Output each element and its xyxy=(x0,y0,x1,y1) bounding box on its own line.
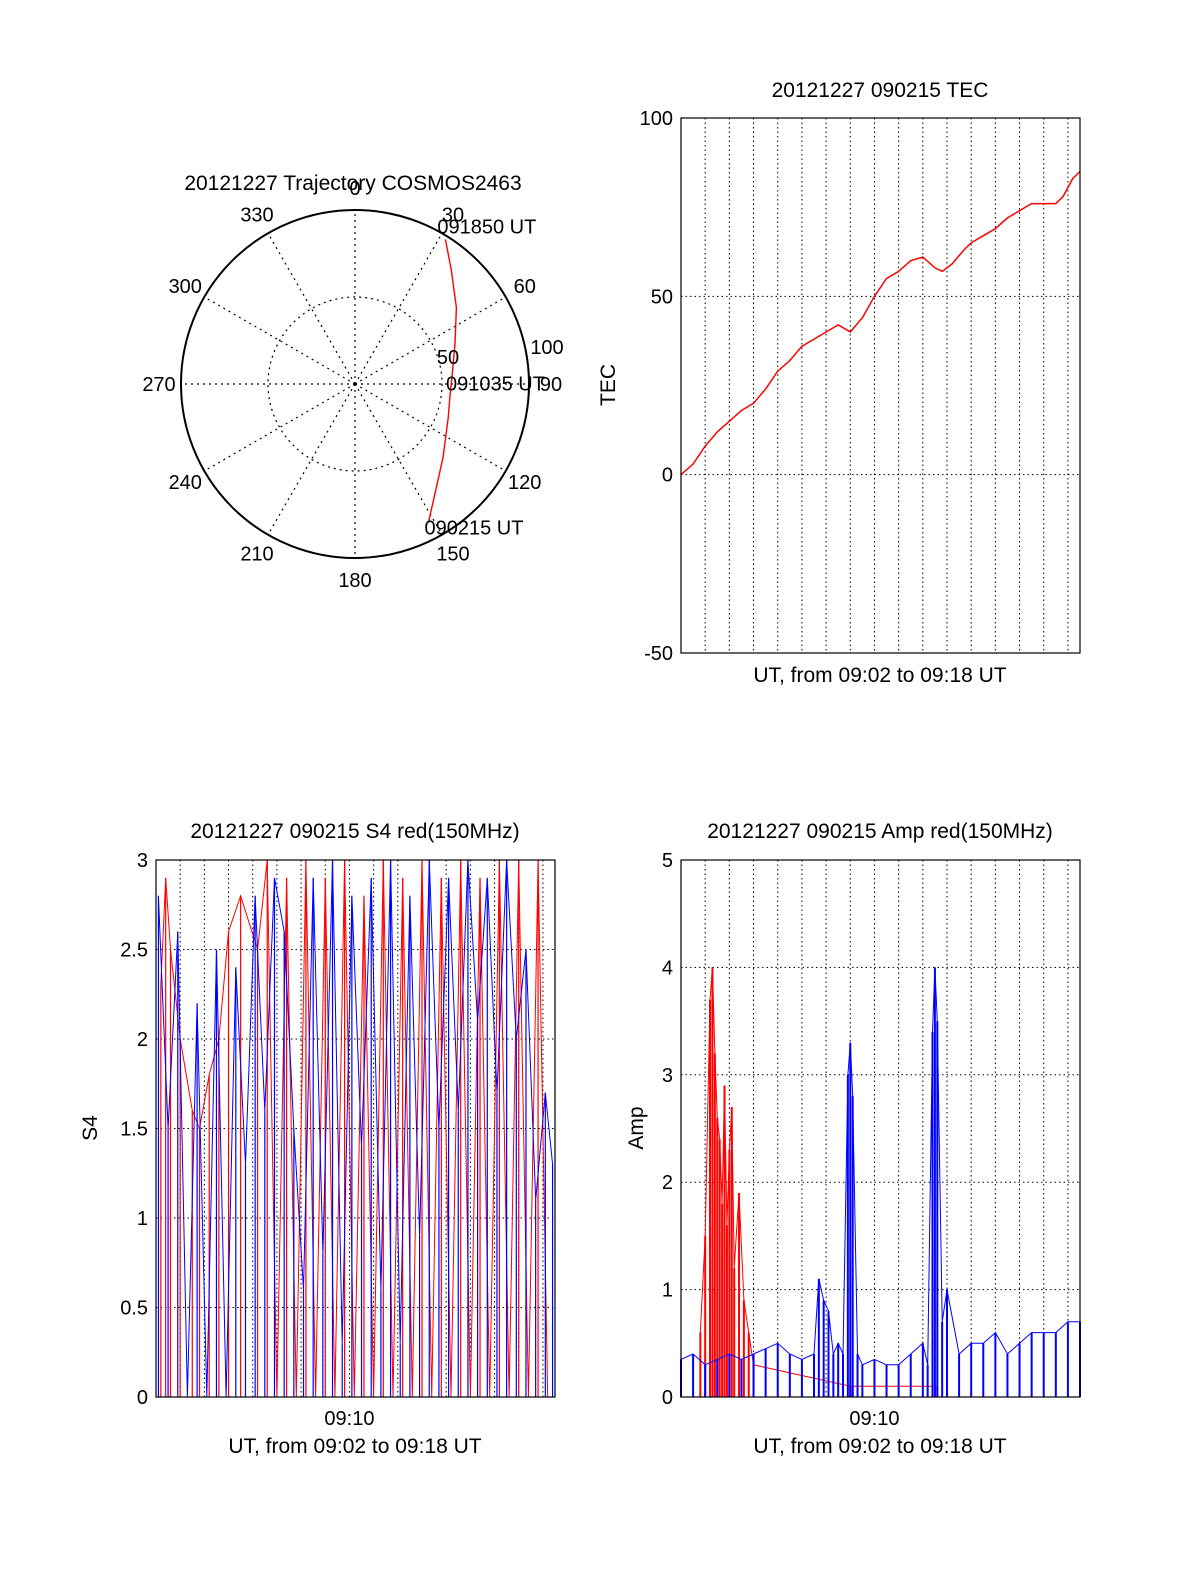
polar-grid-spoke xyxy=(354,383,506,472)
amp-chart: 20121227 090215 Amp red(150MHz) UT, from… xyxy=(625,820,1081,1458)
polar-grid-spoke xyxy=(267,233,356,385)
x-tick-label: 09:10 xyxy=(849,1408,899,1430)
y-tick-label: 0 xyxy=(137,1387,148,1409)
polar-azimuth-label: 240 xyxy=(169,472,202,494)
y-tick-label: 100 xyxy=(640,108,673,130)
s4-plot-area: 0 0.5 1 1.5 2 2.5 3 09:10 xyxy=(120,850,556,1430)
y-tick-label: 3 xyxy=(137,850,148,872)
polar-azimuth-label: 150 xyxy=(436,544,469,566)
polar-grid-spoke xyxy=(354,383,443,535)
y-tick-label: 1 xyxy=(137,1208,148,1230)
s4-chart: 20121227 090215 S4 red(150MHz) UT, from … xyxy=(79,820,556,1458)
polar-outer-circle xyxy=(180,209,530,559)
y-tick-label: 50 xyxy=(651,286,673,308)
y-tick-label: 1.5 xyxy=(120,1119,148,1141)
polar-azimuth-label: 300 xyxy=(169,276,202,298)
polar-grid-spoke xyxy=(204,383,356,472)
polar-labels: 0 30 60 90 120 150 180 210 240 270 300 330 50 100 0902… xyxy=(142,178,563,592)
plot-frame xyxy=(680,859,1081,1398)
polar-azimuth-label: 270 xyxy=(142,374,175,396)
polar-azimuth-label: 210 xyxy=(240,544,273,566)
polar-azimuth-label: 120 xyxy=(508,472,541,494)
tec-xlabel: UT, from 09:02 to 09:18 UT xyxy=(753,664,1006,687)
polar-radial-label: 100 xyxy=(530,337,563,359)
polar-grid-spoke xyxy=(267,383,356,535)
plot-frame xyxy=(680,117,1081,654)
x-tick-label: 09:10 xyxy=(324,1408,374,1430)
polar-time-annotation: 090215 UT xyxy=(425,517,524,539)
polar-title: 20121227 Trajectory COSMOS2463 xyxy=(184,172,521,195)
tec-plot-area: -50 0 50 100 xyxy=(640,108,1081,665)
tec-title: 20121227 090215 TEC xyxy=(772,79,989,102)
polar-time-annotation: 091035 UT xyxy=(446,374,545,396)
y-tick-label: 1 xyxy=(662,1280,673,1302)
y-tick-label: 3 xyxy=(662,1065,673,1087)
polar-azimuth-label: 330 xyxy=(240,204,273,226)
polar-grid-circle xyxy=(267,296,443,472)
polar-grid-spoke xyxy=(354,233,443,385)
polar-series xyxy=(427,239,458,523)
amp-xlabel: UT, from 09:02 to 09:18 UT xyxy=(753,1435,1006,1458)
polar-grid-spoke xyxy=(354,296,506,385)
polar-radial-label: 50 xyxy=(437,347,459,369)
polar-grid xyxy=(180,209,530,559)
s4-title: 20121227 090215 S4 red(150MHz) xyxy=(190,820,519,843)
amp-plot-area: 0 1 2 3 4 5 09:10 xyxy=(662,850,1081,1430)
polar-azimuth-label: 30 xyxy=(442,204,464,226)
amp-ylabel: Amp xyxy=(625,1106,648,1149)
y-tick-label: 0 xyxy=(662,1387,673,1409)
polar-azimuth-label: 0 xyxy=(349,178,360,200)
y-tick-label: 2 xyxy=(662,1172,673,1194)
polar-time-annotation: 091850 UT xyxy=(437,216,536,238)
blue-series-line xyxy=(680,967,1080,1366)
y-tick-label: 4 xyxy=(662,957,673,979)
y-tick-label: 5 xyxy=(662,850,673,872)
y-tick-label: -50 xyxy=(644,643,673,665)
s4-xlabel: UT, from 09:02 to 09:18 UT xyxy=(228,1435,481,1458)
amp-title: 20121227 090215 Amp red(150MHz) xyxy=(707,820,1053,843)
s4-ylabel: S4 xyxy=(79,1115,102,1141)
y-tick-label: 2.5 xyxy=(120,940,148,962)
polar-azimuth-label: 90 xyxy=(540,374,562,396)
polar-trajectory-chart: 20121227 Trajectory COSMOS2463 0 30 60 90 12… xyxy=(142,172,563,592)
plot-frame xyxy=(155,859,556,1398)
tec-ylabel: TEC xyxy=(597,364,620,406)
polar-grid-spoke xyxy=(204,296,356,385)
y-tick-label: 2 xyxy=(137,1029,148,1051)
tec-chart: 20121227 090215 TEC UT, from 09:02 to 09… xyxy=(597,79,1081,687)
polar-azimuth-label: 180 xyxy=(338,570,371,592)
y-tick-label: 0.5 xyxy=(120,1298,148,1320)
y-tick-label: 0 xyxy=(662,465,673,487)
polar-azimuth-label: 60 xyxy=(514,276,536,298)
blue-series-line xyxy=(157,859,554,1398)
polar-trajectory-line xyxy=(427,239,458,523)
red-series-line xyxy=(680,170,1081,476)
